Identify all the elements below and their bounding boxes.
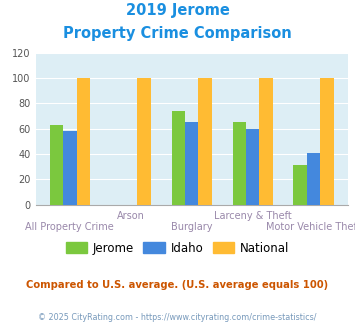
- Bar: [137, 78, 151, 205]
- Bar: [260, 78, 273, 205]
- Bar: [50, 125, 63, 205]
- Text: All Property Crime: All Property Crime: [26, 222, 114, 232]
- Bar: [307, 153, 320, 205]
- Legend: Jerome, Idaho, National: Jerome, Idaho, National: [61, 237, 294, 259]
- Bar: [171, 111, 185, 205]
- Text: Burglary: Burglary: [171, 222, 212, 232]
- Text: Arson: Arson: [117, 211, 145, 221]
- Bar: [233, 122, 246, 205]
- Bar: [63, 131, 77, 205]
- Bar: [185, 122, 198, 205]
- Text: © 2025 CityRating.com - https://www.cityrating.com/crime-statistics/: © 2025 CityRating.com - https://www.city…: [38, 314, 317, 322]
- Bar: [198, 78, 212, 205]
- Bar: [294, 165, 307, 205]
- Bar: [77, 78, 90, 205]
- Text: Larceny & Theft: Larceny & Theft: [214, 211, 291, 221]
- Bar: [246, 129, 260, 205]
- Text: Motor Vehicle Theft: Motor Vehicle Theft: [266, 222, 355, 232]
- Text: 2019 Jerome: 2019 Jerome: [126, 3, 229, 18]
- Text: Compared to U.S. average. (U.S. average equals 100): Compared to U.S. average. (U.S. average …: [26, 280, 329, 290]
- Bar: [320, 78, 334, 205]
- Text: Property Crime Comparison: Property Crime Comparison: [63, 26, 292, 41]
